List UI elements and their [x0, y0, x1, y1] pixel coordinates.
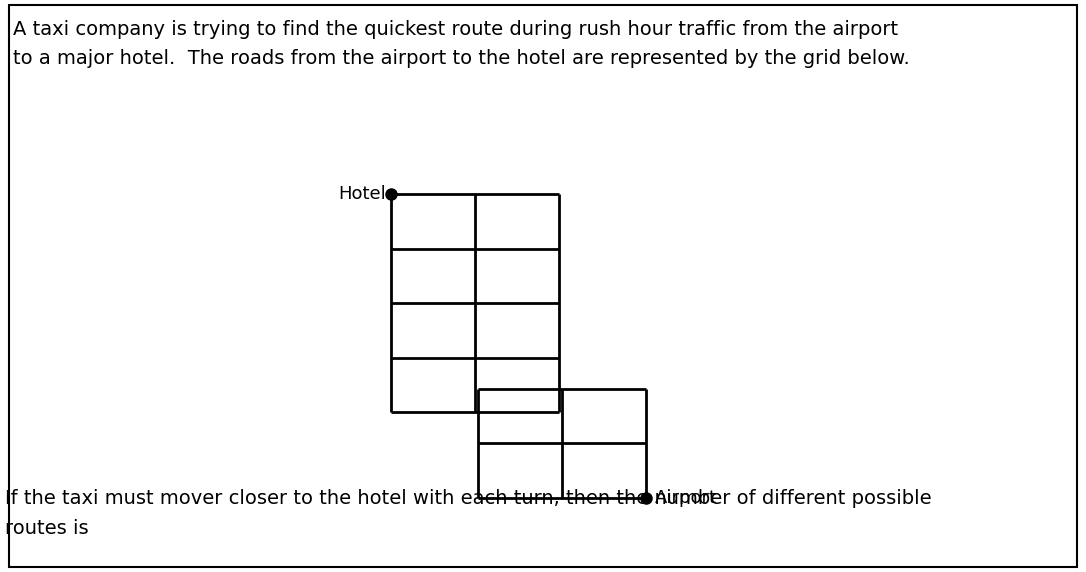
Text: If the taxi must mover closer to the hotel with each turn, then the number of di: If the taxi must mover closer to the hot…: [5, 489, 932, 508]
Text: A taxi company is trying to find the quickest route during rush hour traffic fro: A taxi company is trying to find the qui…: [13, 20, 898, 39]
Text: routes is: routes is: [5, 519, 89, 538]
Text: Hotel: Hotel: [338, 185, 386, 204]
Text: Airport: Airport: [655, 488, 717, 507]
Text: to a major hotel.  The roads from the airport to the hotel are represented by th: to a major hotel. The roads from the air…: [13, 49, 910, 67]
